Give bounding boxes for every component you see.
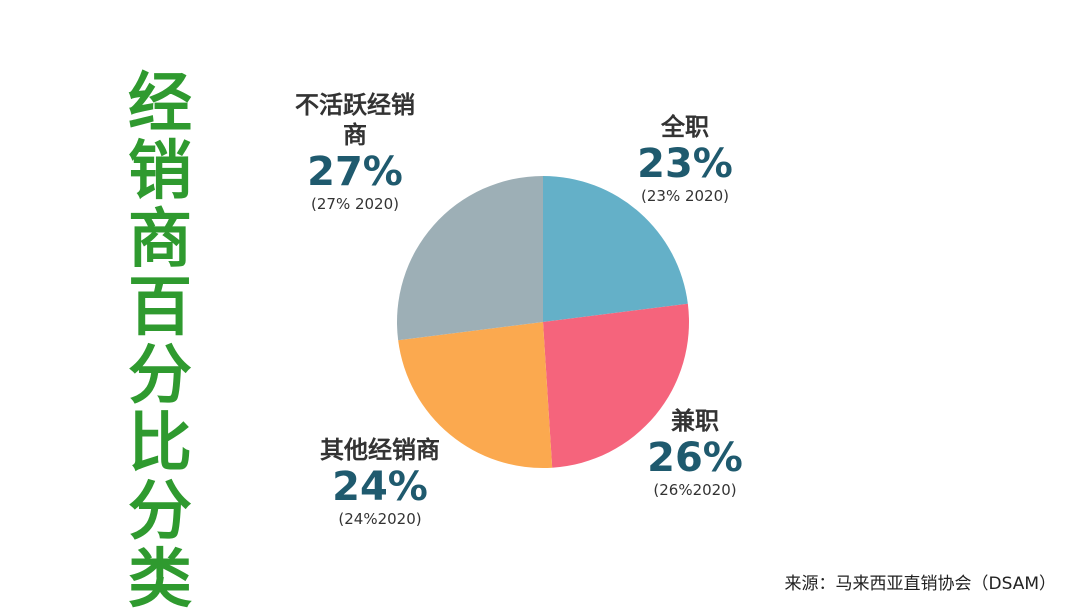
- slice-prev-year: (23% 2020): [641, 187, 729, 205]
- title-char: 销: [128, 135, 192, 209]
- label-full-time: 全职 23% (23% 2020): [610, 112, 760, 206]
- title-char: 分: [128, 339, 192, 413]
- slice-part-time: [543, 303, 690, 468]
- label-inactive-distributors: 不活跃经销 商 27% (27% 2020): [270, 90, 440, 214]
- slice-prev-year: (24%2020): [338, 510, 422, 528]
- title-char: 经: [128, 67, 192, 141]
- slice-name: 兼职: [671, 407, 719, 435]
- slice-percent: 24%: [332, 464, 428, 510]
- chart-title: 经 销 商 百 分 比 分 类: [120, 70, 200, 608]
- label-part-time: 兼职 26% (26%2020): [620, 406, 770, 500]
- slice-full-time: [543, 176, 688, 322]
- slice-name: 不活跃经销: [295, 91, 415, 119]
- title-char: 比: [128, 407, 192, 481]
- slice-other-distributors: [398, 322, 553, 469]
- slice-prev-year: (26%2020): [653, 481, 737, 499]
- label-other-distributors: 其他经销商 24% (24%2020): [290, 435, 470, 529]
- slice-percent: 23%: [637, 141, 733, 187]
- slice-inactive-distributors: [396, 176, 543, 341]
- slice-percent: 26%: [647, 435, 743, 481]
- slice-name: 其他经销商: [320, 436, 440, 464]
- slice-percent: 27%: [307, 149, 403, 195]
- title-char: 百: [128, 271, 192, 345]
- title-char: 类: [128, 543, 192, 608]
- slice-prev-year: (27% 2020): [311, 195, 399, 213]
- slice-name: 全职: [661, 113, 709, 141]
- source-note: 来源：马来西亚直销协会（DSAM）: [784, 574, 1057, 594]
- title-char: 商: [128, 203, 192, 277]
- slice-name-cont: 商: [343, 121, 367, 149]
- title-char: 分: [128, 475, 192, 549]
